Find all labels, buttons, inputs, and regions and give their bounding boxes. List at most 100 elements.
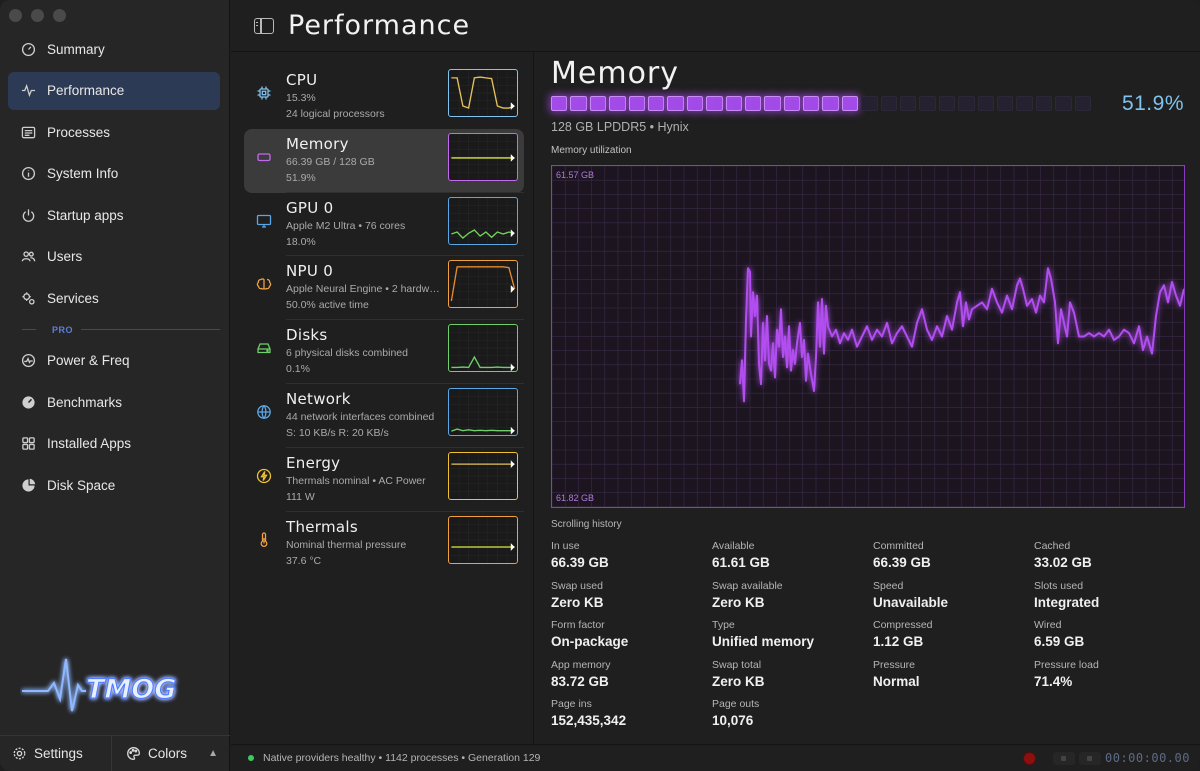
pro-section-divider: PRO (22, 322, 220, 338)
status-bar: Native providers healthy • 1142 processe… (231, 744, 1200, 771)
device-value: 51.9% (286, 171, 316, 184)
sidebar-item-power-freq[interactable]: Power & Freq (8, 342, 220, 380)
stat-form-factor: Form factor On-package (551, 619, 711, 649)
main-area: Performance CPU 15.3% 24 logical processor… (231, 0, 1200, 771)
chevron-up-icon: ▲ (208, 748, 218, 759)
sidebar-footer: Settings Colors ▲ (0, 735, 230, 771)
stat-label: Type (712, 619, 735, 632)
usage-block (1055, 96, 1072, 111)
colors-label: Colors (148, 746, 188, 761)
stat-value: 61.61 GB (712, 555, 770, 570)
list-icon (20, 124, 36, 140)
settings-button[interactable]: Settings (0, 735, 112, 771)
sidebar-toggle-icon[interactable] (254, 17, 274, 34)
sidebar-item-installed-apps[interactable]: Installed Apps (8, 425, 220, 463)
stat-label: Pressure (873, 658, 916, 671)
device-subtitle: Apple Neural Engine • 2 hardware (286, 283, 442, 296)
minimize-window-button[interactable] (31, 9, 44, 22)
device-item-npu-0[interactable]: NPU 0 Apple Neural Engine • 2 hardware 50.… (244, 256, 524, 320)
stat-label: Form factor (551, 619, 605, 632)
device-name: Disks (286, 326, 328, 345)
device-name: GPU 0 (286, 198, 334, 217)
graph-plot (552, 166, 1184, 507)
info-icon (20, 166, 36, 182)
device-item-energy[interactable]: Energy Thermals nominal • AC Power 111 W (244, 448, 524, 512)
device-item-gpu-0[interactable]: GPU 0 Apple M2 Ultra • 76 cores 18.0% (244, 193, 524, 257)
stop-button[interactable] (1053, 752, 1075, 765)
sidebar-item-disk-space[interactable]: Disk Space (8, 466, 220, 504)
usage-block (822, 96, 839, 111)
stat-available: Available 61.61 GB (712, 540, 872, 570)
stat-label: In use (551, 540, 580, 552)
stat-swap-total: Swap total Zero KB (712, 659, 872, 689)
scrolling-history-label: Scrolling history (551, 519, 622, 530)
usage-block (628, 96, 645, 111)
sidebar-item-label: Summary (47, 41, 105, 57)
device-value: 0.1% (286, 363, 310, 376)
device-name: CPU (286, 71, 318, 89)
gear-icon (13, 747, 26, 760)
device-value: 18.0% (286, 235, 316, 248)
sidebar-item-services[interactable]: Services (8, 280, 220, 318)
status-text: Native providers healthy • 1142 processe… (263, 752, 541, 764)
device-sparkline (448, 260, 518, 309)
device-sparkline (448, 515, 518, 564)
stat-value: 152,435,342 (551, 713, 627, 729)
gauge-icon (20, 41, 36, 57)
sidebar-item-benchmarks[interactable]: Benchmarks (8, 383, 220, 421)
device-item-cpu[interactable]: CPU 15.3% 24 logical processors (244, 65, 524, 129)
stat-value: 6.59 GB (1034, 634, 1085, 650)
pie-icon (20, 477, 36, 493)
device-value: S: 10 KB/s R: 20 KB/s (286, 427, 389, 439)
device-sparkline (448, 324, 518, 373)
pause-button[interactable] (1079, 752, 1101, 765)
detail-title: Memory (551, 56, 680, 91)
sidebar-item-startup-apps[interactable]: Startup apps (8, 196, 220, 234)
memory-usage-line (739, 267, 1184, 403)
power-icon (20, 207, 36, 223)
device-list: CPU 15.3% 24 logical processors Memory 66.39… (231, 52, 534, 744)
colors-button[interactable]: Colors ▲ (112, 736, 230, 771)
device-divider (286, 255, 524, 257)
sidebar-item-label: Processes (47, 124, 111, 140)
usage-block (647, 96, 665, 111)
sidebar-item-system-info[interactable]: System Info (8, 155, 220, 193)
zoom-window-button[interactable] (53, 9, 66, 22)
stat-label: Swap used (551, 579, 603, 592)
device-sparkline (448, 132, 518, 181)
stat-label: App memory (551, 658, 611, 671)
device-subtitle: 44 network interfaces combined (286, 411, 435, 423)
sidebar-item-users[interactable]: Users (8, 238, 220, 276)
stat-label: Swap available (712, 579, 783, 592)
stat-value: 71.4% (1034, 673, 1073, 689)
palette-icon (127, 747, 140, 760)
device-item-network[interactable]: Network 44 network interfaces combined S: … (244, 384, 524, 448)
sidebar-item-processes[interactable]: Processes (8, 113, 220, 151)
stat-value: 1.12 GB (873, 634, 924, 650)
sidebar-item-summary[interactable]: Summary (8, 30, 220, 68)
pulse-icon (20, 83, 36, 99)
device-item-memory[interactable]: Memory 66.39 GB / 128 GB 51.9% (244, 128, 524, 193)
stat-label: Available (712, 540, 755, 552)
stat-value: 33.02 GB (1034, 555, 1092, 570)
device-subtitle: 6 physical disks combined (286, 347, 408, 360)
pro-label: PRO (52, 324, 74, 335)
grid-icon (20, 436, 36, 452)
device-item-thermals[interactable]: Thermals Nominal thermal pressure 37.6 °C (244, 512, 524, 576)
close-window-button[interactable] (9, 9, 22, 22)
usage-block (551, 96, 568, 111)
sidebar-item-label: Power & Freq (47, 353, 130, 369)
stat-label: Swap total (712, 658, 762, 671)
stat-value: 66.39 GB (873, 555, 931, 570)
sidebar-item-performance[interactable]: Performance (8, 71, 220, 110)
device-item-disks[interactable]: Disks 6 physical disks combined 0.1% (244, 320, 524, 384)
monitor-icon (256, 213, 272, 229)
recording-timer: 00:00:00.00 (1105, 751, 1190, 765)
stat-value: Zero KB (712, 673, 765, 689)
usage-block (861, 96, 878, 111)
sidebar-item-label: Services (47, 291, 99, 307)
record-button[interactable] (1023, 752, 1036, 765)
usage-block (803, 96, 820, 111)
stat-label: Pressure load (1034, 658, 1099, 671)
